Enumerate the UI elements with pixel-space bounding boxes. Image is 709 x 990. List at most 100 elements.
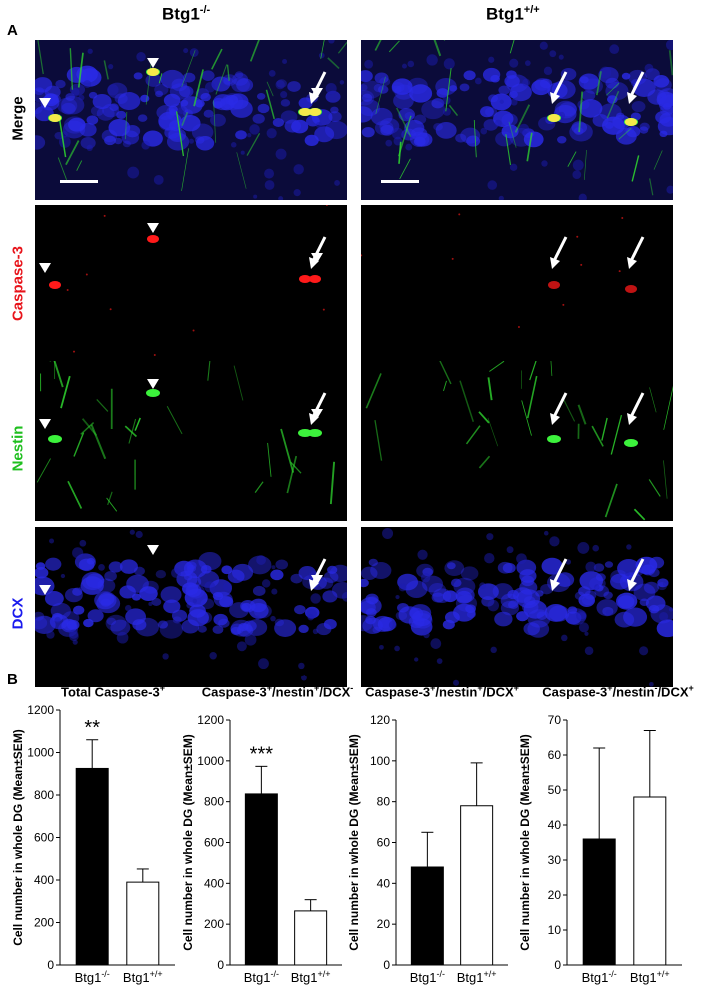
arrowhead-icon: [311, 88, 323, 98]
category-label: Btg1+/+: [630, 969, 670, 985]
significance-marker: **: [84, 717, 100, 739]
y-tick-label: 600: [34, 831, 54, 845]
chart-1: Cell number in whole DG (Mean±SEM) 0 200 40…: [11, 703, 175, 985]
arrowhead-icon: [147, 379, 159, 389]
micrograph-image: [365, 361, 673, 521]
y-tick-label: 0: [383, 958, 390, 972]
arrowhead-icon: [39, 419, 51, 429]
category-label: Btg1+/+: [457, 969, 497, 985]
micrograph-r1-c0: [35, 205, 347, 365]
y-tick-label: 70: [548, 713, 562, 727]
arrow-icon: [550, 392, 568, 425]
arrow-icon: [550, 236, 568, 269]
y-tick-label: 1200: [197, 713, 224, 727]
bar: [126, 881, 160, 966]
panel-a-label: A: [7, 22, 18, 39]
bar: [410, 866, 444, 966]
y-tick-label: 1200: [27, 703, 54, 717]
micrograph-r3-c1: [361, 527, 673, 687]
arrowhead-icon: [311, 253, 323, 263]
row-label-merge: Merge: [9, 96, 27, 141]
micrograph-image: [361, 527, 673, 687]
bar: [75, 767, 109, 966]
bar: [582, 838, 616, 966]
micrograph-image: [36, 361, 336, 512]
category-label: Btg1-/-: [244, 969, 279, 985]
significance-marker: ***: [250, 743, 274, 765]
bar: [633, 796, 667, 966]
micrograph-r2-c0: [35, 361, 347, 521]
scale-bar: [60, 180, 98, 183]
bar-charts: Cell number in whole DG (Mean±SEM)020040…: [11, 703, 682, 985]
column-title-wildtype: Btg1+/+: [486, 4, 540, 24]
category-label: Btg1+/+: [123, 969, 163, 985]
row-label-caspase3: Caspase-3: [9, 245, 27, 322]
y-tick-label: 800: [34, 788, 54, 802]
micrograph-r0-c1: [361, 40, 673, 200]
arrow-icon: [627, 558, 645, 591]
bar: [244, 793, 278, 966]
arrowhead-icon: [147, 58, 159, 68]
y-tick-label: 1000: [197, 754, 224, 768]
chart-3: Cell number in whole DG (Mean±SEM) 0 20 40 6…: [347, 713, 508, 985]
y-tick-label: 30: [548, 853, 562, 867]
y-tick-label: 800: [204, 795, 224, 809]
y-tick-label: 10: [548, 923, 562, 937]
y-tick-label: 40: [377, 876, 391, 890]
chart-4: Cell number in whole DG (Mean±SEM) 0 10 20 3…: [518, 713, 682, 985]
micrograph-image: [35, 40, 347, 200]
y-tick-label: 20: [548, 888, 562, 902]
chart-4-title: Type 3 Caspase-3+/nestin-/DCX+: [542, 664, 694, 700]
y-axis-label: Cell number in whole DG (Mean±SEM): [518, 734, 532, 951]
y-tick-label: 600: [204, 836, 224, 850]
category-label: Btg1-/-: [582, 969, 617, 985]
y-tick-label: 1000: [27, 746, 54, 760]
y-axis-label: Cell number in whole DG (Mean±SEM): [181, 734, 195, 951]
arrowhead-icon: [311, 575, 323, 585]
y-tick-label: 400: [34, 873, 54, 887]
chart-2: Cell number in whole DG (Mean±SEM) 0 200 40…: [181, 713, 342, 985]
arrowhead-icon: [311, 409, 323, 419]
bar: [294, 910, 328, 966]
micrograph-image: [35, 529, 347, 681]
arrow-icon: [627, 236, 645, 269]
row-label-nestin: Nestin: [9, 425, 27, 472]
y-tick-label: 100: [370, 754, 390, 768]
y-tick-label: 40: [548, 818, 562, 832]
arrowhead-icon: [39, 263, 51, 273]
y-tick-label: 60: [377, 836, 391, 850]
arrowhead-icon: [147, 545, 159, 555]
micrograph-image: [361, 213, 645, 365]
arrow-icon: [550, 71, 568, 104]
y-tick-label: 0: [217, 958, 224, 972]
y-tick-label: 80: [377, 795, 391, 809]
micrograph-r3-c0: [35, 527, 347, 687]
y-tick-label: 60: [548, 748, 562, 762]
scale-bar: [381, 180, 419, 183]
y-tick-label: 200: [34, 916, 54, 930]
micrograph-r0-c0: [35, 40, 347, 200]
arrow-icon: [627, 392, 645, 425]
category-label: Btg1+/+: [291, 969, 331, 985]
micrograph-image: [39, 205, 328, 364]
y-axis-label: Cell number in whole DG (Mean±SEM): [347, 734, 361, 951]
y-tick-label: 0: [554, 958, 561, 972]
row-label-dcx: DCX: [9, 597, 27, 630]
arrowhead-icon: [147, 223, 159, 233]
arrow-icon: [550, 558, 568, 591]
chart-3-title: Type 2b Caspase-3+/nestin+/DCX+: [365, 664, 519, 700]
y-tick-label: 400: [204, 876, 224, 890]
y-tick-label: 50: [548, 783, 562, 797]
y-tick-label: 20: [377, 917, 391, 931]
y-tick-label: 120: [370, 713, 390, 727]
arrow-icon: [627, 71, 645, 104]
y-tick-label: 200: [204, 917, 224, 931]
arrowhead-icon: [39, 98, 51, 108]
y-axis-label: Cell number in whole DG (Mean±SEM): [11, 729, 25, 946]
micrograph-image: [361, 40, 673, 200]
chart-1-title: Total Caspase-3+: [60, 683, 165, 700]
micrograph-r2-c1: [361, 361, 673, 521]
chart-2-title: Type 1-2a Caspase-3+/nestin+/DCX-: [201, 664, 354, 700]
micrograph-r1-c1: [361, 205, 673, 365]
category-label: Btg1-/-: [75, 969, 110, 985]
